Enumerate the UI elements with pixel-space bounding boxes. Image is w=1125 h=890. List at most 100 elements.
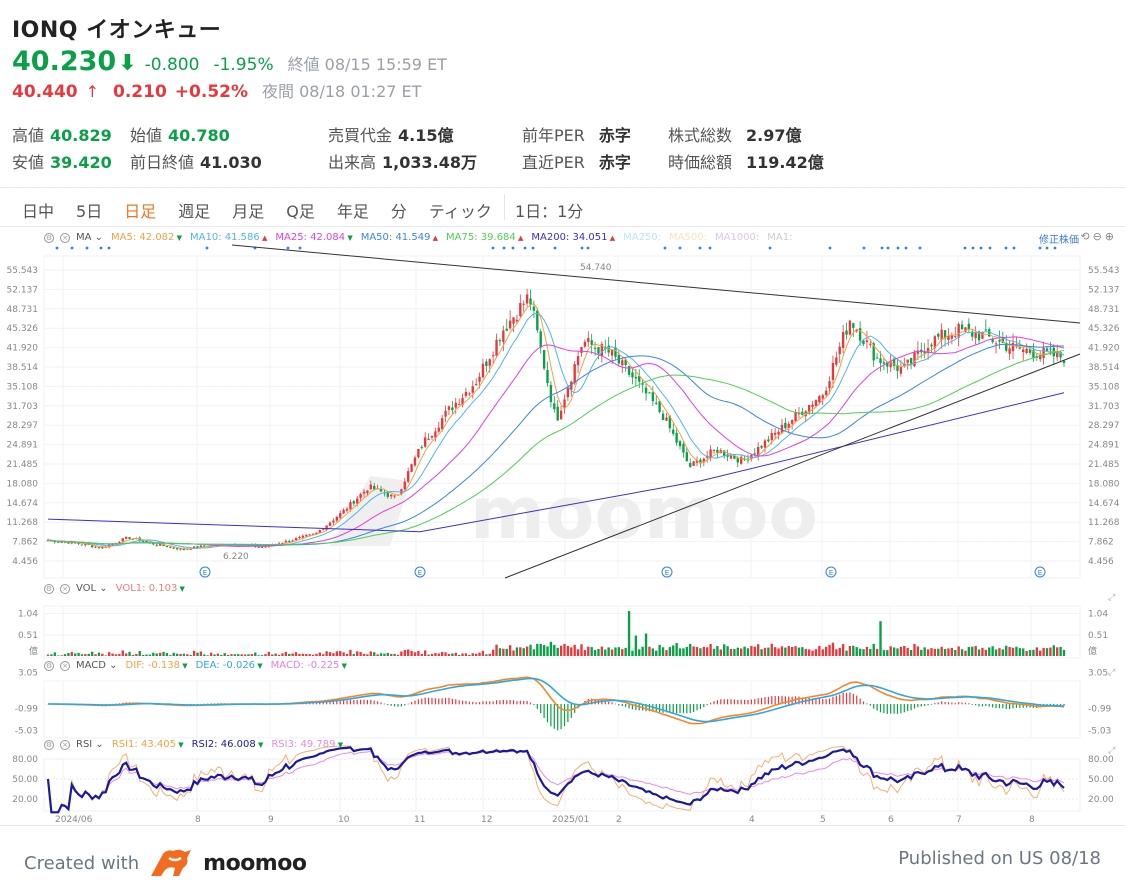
stock-title: IONQ イオンキュー <box>12 12 221 44</box>
svg-text:14.674: 14.674 <box>7 499 39 509</box>
svg-text:20.00: 20.00 <box>12 795 38 805</box>
svg-text:-0.99: -0.99 <box>1088 704 1112 714</box>
ah-price: 40.440 <box>12 82 78 102</box>
svg-text:6: 6 <box>888 815 894 825</box>
zoom-in-icon[interactable]: ⊕ <box>1104 230 1117 243</box>
close-icon[interactable]: × <box>60 660 70 671</box>
legend-item: MACD: -0.225 ▼ <box>270 660 348 671</box>
svg-text:6.220: 6.220 <box>223 552 249 562</box>
svg-text:4.456: 4.456 <box>1088 557 1114 567</box>
svg-text:52.137: 52.137 <box>7 285 39 295</box>
svg-text:2025/01: 2025/01 <box>552 815 589 825</box>
undo-icon[interactable]: ⟲ <box>1080 230 1093 243</box>
stat-2: 始値 40.780 <box>130 122 230 146</box>
stat-7: 直近PER 赤字 <box>522 149 631 173</box>
legend-item: DEA: -0.026 ▼ <box>195 660 263 671</box>
stat-value: 1,033.48万 <box>382 153 477 172</box>
tab-週足[interactable]: 週足 <box>178 202 211 221</box>
tab-月足[interactable]: 月足 <box>232 202 265 221</box>
stat-value: 赤字 <box>598 126 631 145</box>
svg-text:億: 億 <box>29 645 38 657</box>
stat-5: 出来高 1,033.48万 <box>328 149 477 173</box>
svg-text:50.00: 50.00 <box>12 775 38 785</box>
stat-3: 前日終値 41.030 <box>130 149 262 173</box>
tab-日中[interactable]: 日中 <box>22 202 55 221</box>
down-triangle-icon: ▼ <box>255 662 263 670</box>
down-triangle-icon: ▼ <box>335 741 344 749</box>
chart-area[interactable]: 55.543 55.543 52.137 52.137 48.731 48.731 45.3… <box>0 226 1125 826</box>
svg-text:5: 5 <box>820 815 826 825</box>
tab-年足[interactable]: 年足 <box>336 202 369 221</box>
stat-label: 売買代金 <box>328 126 393 145</box>
svg-text:2024/06: 2024/06 <box>55 815 93 825</box>
company-name: イオンキュー <box>86 18 222 43</box>
close-icon[interactable]: × <box>60 739 70 750</box>
vol-legend: ⚙ × VOL ⌄ VOL1: 0.103 ▼ <box>44 583 193 594</box>
stat-label: 前年PER <box>522 126 585 145</box>
settings-icon[interactable]: ⚙ <box>44 739 54 750</box>
stat-value: 40.780 <box>168 126 230 145</box>
up-triangle-icon: ▲ <box>515 234 524 242</box>
svg-text:31.703: 31.703 <box>7 402 39 412</box>
settings-icon[interactable]: ⚙ <box>44 583 54 594</box>
ah-change: 0.210 <box>113 82 167 102</box>
indicator-name[interactable]: MACD ⌄ <box>76 660 118 671</box>
legend-item: MA50: 41.549 ▲ <box>360 232 439 243</box>
tab-Q足[interactable]: Q足 <box>286 202 315 221</box>
legend-item: MA5: 42.082 ▼ <box>111 232 183 243</box>
tab-分[interactable]: 分 <box>390 202 407 221</box>
svg-text:4: 4 <box>749 815 755 825</box>
after-hours-row: 40.440 ↑ 0.210 +0.52% 夜間 08/18 01:27 ET <box>12 78 421 102</box>
settings-icon[interactable]: ⚙ <box>44 232 54 243</box>
svg-text:12: 12 <box>481 815 492 825</box>
legend-item: MA200: 34.051 ▲ <box>531 232 616 243</box>
footer-created: Created with moomoo <box>24 848 307 878</box>
svg-text:50.00: 50.00 <box>1088 775 1114 785</box>
last-price: 40.230 <box>12 46 117 77</box>
stat-4: 売買代金 4.15億 <box>328 122 454 146</box>
svg-text:E: E <box>203 569 207 577</box>
close-icon[interactable]: × <box>60 583 70 594</box>
legend-item: MA1: <box>767 232 793 243</box>
svg-text:20.00: 20.00 <box>1088 795 1114 805</box>
created-with-label: Created with <box>24 852 140 874</box>
svg-text:-5.03: -5.03 <box>15 726 38 736</box>
svg-text:18.080: 18.080 <box>7 479 39 489</box>
svg-text:41.920: 41.920 <box>1088 344 1120 354</box>
up-triangle-icon: ▲ <box>259 234 268 242</box>
moomoo-brand: moomoo <box>203 850 307 876</box>
header: IONQ イオンキュー <box>12 12 221 44</box>
close-icon[interactable]: × <box>60 232 70 243</box>
svg-text:⤢: ⤢ <box>1107 746 1115 756</box>
legend-item: RSI1: 43.405 ▼ <box>111 739 184 750</box>
stat-value: 赤字 <box>598 153 631 172</box>
svg-text:45.326: 45.326 <box>1088 324 1120 334</box>
published-date: Published on US 08/18 <box>898 848 1101 869</box>
legend-item: MA1000: <box>714 232 760 243</box>
svg-text:0.51: 0.51 <box>18 631 38 641</box>
legend-item: MA10: 41.586 ▲ <box>190 232 268 243</box>
tab-5日[interactable]: 5日 <box>76 202 103 221</box>
tab-intraday-setting[interactable]: 1日：1分 <box>514 202 584 221</box>
settings-icon[interactable]: ⚙ <box>44 660 54 671</box>
price-change-pct: -1.95% <box>213 55 274 75</box>
svg-text:80.00: 80.00 <box>12 755 38 765</box>
svg-text:moomoo: moomoo <box>470 471 818 555</box>
indicator-name[interactable]: MA ⌄ <box>76 232 104 243</box>
tab-ティック[interactable]: ティック <box>428 202 492 221</box>
stat-value: 2.97億 <box>746 126 802 145</box>
svg-text:1.04: 1.04 <box>1088 609 1108 619</box>
stat-value: 41.030 <box>200 153 262 172</box>
indicator-name[interactable]: VOL ⌄ <box>76 583 108 594</box>
divider <box>0 226 1125 227</box>
stat-0: 高値 40.829 <box>12 122 112 146</box>
svg-text:7.862: 7.862 <box>1088 538 1114 548</box>
svg-text:7: 7 <box>956 815 962 825</box>
tab-divider <box>503 194 505 220</box>
svg-text:億: 億 <box>1088 645 1097 657</box>
legend-item: MA500: <box>669 232 707 243</box>
zoom-out-icon[interactable]: ⊖ <box>1092 230 1105 243</box>
indicator-name[interactable]: RSI ⌄ <box>76 739 104 750</box>
adjusted-price-toggle[interactable]: 修正株価 <box>1039 235 1079 246</box>
tab-日足[interactable]: 日足 <box>124 202 157 221</box>
